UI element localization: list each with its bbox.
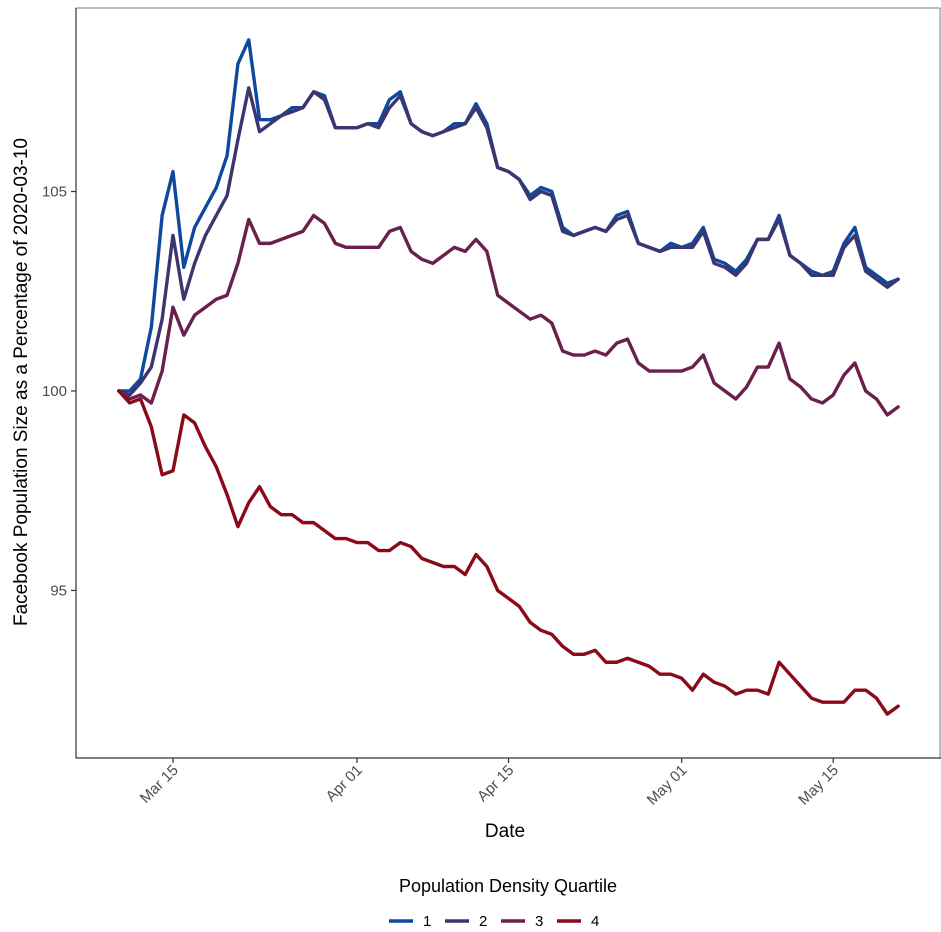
x-axis-title: Date bbox=[485, 821, 525, 842]
plot-panel bbox=[75, 7, 941, 759]
legend-label-1: 1 bbox=[423, 913, 431, 930]
y-tick-label: 105 bbox=[42, 184, 67, 201]
series-line-2 bbox=[117, 86, 900, 397]
y-tick-label: 95 bbox=[50, 582, 67, 599]
x-tick-label: Mar 15 bbox=[137, 762, 182, 807]
legend: Population Density Quartile 1 2 3 4 bbox=[389, 876, 617, 930]
x-tick-label: May 01 bbox=[644, 762, 691, 809]
series-line-1 bbox=[117, 38, 900, 393]
legend-label-4: 4 bbox=[591, 913, 599, 930]
legend-title: Population Density Quartile bbox=[399, 876, 617, 896]
y-tick-label: 100 bbox=[42, 383, 67, 400]
panel-border bbox=[75, 7, 941, 759]
legend-label-2: 2 bbox=[479, 913, 487, 930]
axes: 95 100 105 Mar 15 Apr 01 Apr 15 May 01 May 15 bbox=[42, 8, 941, 809]
x-tick-label: May 15 bbox=[795, 762, 842, 809]
x-tick-label: Apr 01 bbox=[323, 762, 366, 805]
series-line-3 bbox=[117, 213, 900, 417]
legend-label-3: 3 bbox=[535, 913, 543, 930]
series-layer bbox=[117, 38, 900, 716]
y-axis-title: Facebook Population Size as a Percentage… bbox=[11, 138, 32, 626]
legend-items: 1 2 3 4 bbox=[389, 913, 599, 930]
x-tick-label: Apr 15 bbox=[474, 762, 517, 805]
series-line-4 bbox=[117, 389, 900, 716]
